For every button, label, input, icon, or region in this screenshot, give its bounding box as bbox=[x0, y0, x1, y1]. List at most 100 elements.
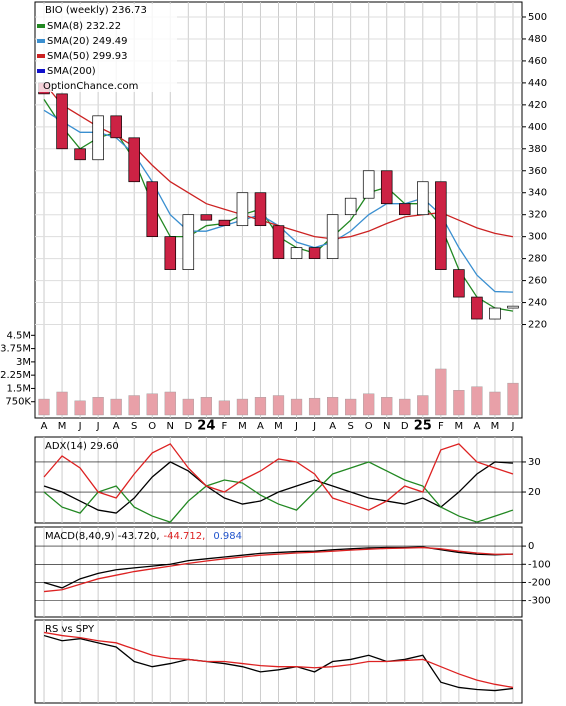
y-tick-label: 300 bbox=[528, 232, 547, 243]
candle bbox=[308, 247, 321, 259]
y-tick-label: 420 bbox=[528, 100, 547, 111]
x-tick-label: M bbox=[491, 421, 500, 432]
x-tick-label: J bbox=[78, 421, 82, 432]
x-tick-label: 24 bbox=[197, 419, 215, 434]
volume-bar bbox=[290, 398, 303, 416]
candle bbox=[417, 181, 429, 216]
volume-bar bbox=[56, 391, 68, 416]
candle bbox=[200, 214, 213, 221]
x-tick-label: O bbox=[148, 421, 156, 432]
candle bbox=[398, 203, 411, 216]
volume-bar bbox=[254, 397, 267, 416]
x-tick-label: 25 bbox=[414, 419, 432, 434]
y-tick-label: 0 bbox=[528, 541, 534, 552]
candle bbox=[272, 225, 285, 259]
volume-bar bbox=[308, 397, 321, 416]
volume-bar bbox=[218, 400, 231, 416]
y-tick-label: -100 bbox=[528, 559, 551, 570]
candle bbox=[218, 219, 231, 227]
legend-label: SMA(8) 232.22 bbox=[47, 21, 121, 32]
candle bbox=[146, 181, 159, 238]
x-tick-label: F bbox=[438, 421, 444, 432]
y-tick-label: 280 bbox=[528, 254, 547, 265]
y-tick-label: 380 bbox=[528, 144, 547, 155]
legend-box bbox=[37, 4, 177, 92]
volume-bar bbox=[146, 393, 158, 416]
legend-label: SMA(20) 249.49 bbox=[47, 36, 128, 47]
series-line bbox=[43, 461, 514, 514]
y-tick-label: 460 bbox=[528, 56, 547, 67]
y-tick-label: 30 bbox=[528, 457, 541, 468]
x-tick-label: J bbox=[294, 421, 298, 432]
series-line bbox=[43, 634, 514, 692]
candle bbox=[74, 148, 86, 161]
volume-bar bbox=[92, 397, 104, 416]
candle bbox=[453, 269, 465, 298]
y-tick-label: 20 bbox=[528, 487, 541, 498]
candle bbox=[326, 214, 339, 259]
volume-bar bbox=[453, 390, 465, 416]
volume-bar bbox=[164, 391, 176, 416]
candle bbox=[164, 236, 177, 270]
candle bbox=[362, 170, 375, 199]
y-tick-label: 340 bbox=[528, 188, 547, 199]
x-tick-label: J bbox=[96, 421, 100, 432]
panel-title: ADX(14) 29.60 bbox=[45, 441, 119, 452]
volume-bar bbox=[236, 398, 249, 416]
x-tick-label: S bbox=[347, 421, 353, 432]
volume-bar bbox=[471, 386, 483, 416]
panel-title: RS vs SPY bbox=[45, 624, 95, 635]
x-tick-label: J bbox=[312, 421, 316, 432]
x-tick-label: J bbox=[511, 421, 515, 432]
x-tick-label: A bbox=[329, 421, 336, 432]
y-tick-label: 2.25M bbox=[0, 370, 31, 381]
legend-swatch bbox=[37, 24, 45, 28]
legend-label: SMA(200) bbox=[47, 66, 96, 77]
signal-label: -44.712, bbox=[164, 531, 206, 542]
volume-bar bbox=[435, 368, 447, 416]
candle bbox=[110, 115, 122, 139]
histogram-label: 0.984 bbox=[213, 531, 242, 542]
x-tick-label: M bbox=[274, 421, 283, 432]
x-tick-label: S bbox=[131, 421, 137, 432]
x-tick-label: O bbox=[365, 421, 373, 432]
volume-bar bbox=[363, 393, 375, 416]
legend-label: SMA(50) 299.93 bbox=[47, 51, 128, 62]
x-tick-label: N bbox=[167, 421, 174, 432]
x-tick-label: A bbox=[257, 421, 264, 432]
volume-bar bbox=[74, 400, 86, 416]
y-tick-label: 220 bbox=[528, 320, 547, 331]
candle bbox=[182, 214, 195, 270]
y-tick-label: 260 bbox=[528, 276, 547, 287]
candle bbox=[56, 93, 68, 150]
y-tick-label: 440 bbox=[528, 78, 547, 89]
candle bbox=[290, 247, 303, 259]
volume-bar bbox=[381, 397, 393, 416]
y-tick-label: 750K bbox=[5, 397, 31, 408]
x-tick-label: A bbox=[41, 421, 48, 432]
x-tick-label: M bbox=[58, 421, 67, 432]
candle bbox=[254, 192, 267, 227]
y-tick-label: 1.5M bbox=[6, 383, 31, 394]
legend-swatch bbox=[37, 39, 45, 43]
y-tick-label: 360 bbox=[528, 166, 547, 177]
volume-bar bbox=[345, 398, 357, 416]
x-tick-label: A bbox=[473, 421, 480, 432]
series-line bbox=[43, 631, 514, 689]
candle bbox=[236, 192, 249, 227]
y-tick-label: -300 bbox=[528, 596, 551, 607]
chart-title: BIO (weekly) 236.73 bbox=[45, 5, 147, 16]
volume-bar bbox=[110, 398, 122, 416]
source-label: OptionChance.com bbox=[43, 81, 138, 92]
x-tick-label: D bbox=[184, 421, 192, 432]
volume-bar bbox=[417, 395, 429, 416]
legend-swatch bbox=[37, 54, 45, 58]
volume-bar bbox=[38, 398, 50, 416]
candle bbox=[507, 305, 519, 309]
x-tick-label: M bbox=[238, 421, 247, 432]
candle bbox=[435, 181, 447, 270]
y-tick-label: 500 bbox=[528, 12, 547, 23]
y-tick-label: 480 bbox=[528, 34, 547, 45]
volume-bar bbox=[272, 395, 285, 416]
